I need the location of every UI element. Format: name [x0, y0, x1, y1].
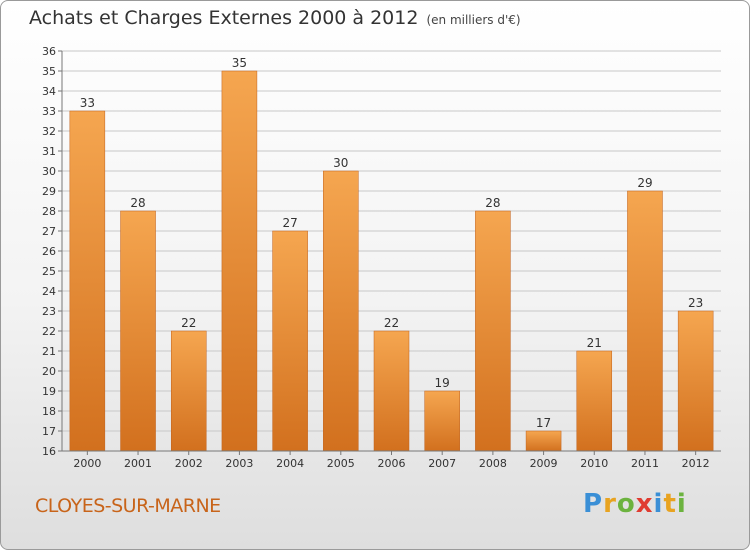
chart-subtitle: (en milliers d'€) [426, 13, 521, 27]
bar-2000 [69, 110, 106, 452]
y-tick-label: 24 [42, 285, 56, 298]
city-name: CLOYES-SUR-MARNE [35, 495, 221, 517]
y-tick-label: 17 [42, 425, 56, 438]
y-tick-label: 18 [42, 405, 56, 418]
y-tick-label: 34 [42, 85, 56, 98]
x-tick-label: 2012 [682, 457, 710, 470]
value-label: 29 [637, 176, 652, 190]
x-tick-label: 2007 [428, 457, 456, 470]
value-label: 23 [688, 296, 703, 310]
value-label: 28 [485, 196, 500, 210]
y-tick-label: 19 [42, 385, 56, 398]
y-tick-label: 30 [42, 165, 56, 178]
value-label: 22 [181, 316, 196, 330]
proxiti-logo: Proxiti [583, 489, 687, 519]
x-tick-label: 2011 [631, 457, 659, 470]
x-tick-label: 2009 [530, 457, 558, 470]
y-tick-label: 31 [42, 145, 56, 158]
x-tick-label: 2010 [580, 457, 608, 470]
value-label: 21 [587, 336, 602, 350]
y-tick-label: 36 [42, 45, 56, 58]
y-tick-label: 22 [42, 325, 56, 338]
y-tick-label: 32 [42, 125, 56, 138]
bar-2002 [170, 330, 207, 452]
bar-2008 [475, 210, 511, 452]
logo-letter: o [616, 489, 636, 519]
value-label: 17 [536, 416, 551, 430]
logo-letter: t [663, 489, 677, 519]
logo-letter: P [583, 489, 604, 519]
bar-2001 [120, 210, 156, 452]
y-tick-label: 35 [42, 65, 56, 78]
value-label: 19 [435, 376, 450, 390]
value-label: 22 [384, 316, 399, 330]
value-label: 35 [232, 56, 247, 70]
x-tick-label: 2001 [124, 457, 152, 470]
y-tick-label: 28 [42, 205, 56, 218]
x-tick-label: 2008 [479, 457, 507, 470]
bar-2003 [221, 70, 258, 452]
bar-2010 [576, 350, 613, 452]
x-tick-label: 2005 [327, 457, 355, 470]
value-label: 30 [333, 156, 348, 170]
value-label: 33 [80, 96, 95, 110]
bar-2004 [272, 230, 308, 452]
bars: 33 28 22 35 27 30 22 19 28 17 21 29 23 [69, 56, 714, 452]
logo-letter: x [635, 489, 654, 519]
chart-title-text: Achats et Charges Externes 2000 à 2012 [29, 7, 419, 29]
x-tick-label: 2002 [175, 457, 203, 470]
axes: 16 17 18 19 20 21 22 23 24 25 26 27 28 29 30 31 32 33 34 35… [42, 45, 721, 470]
value-label: 27 [282, 216, 297, 230]
bar-2007 [424, 390, 460, 452]
y-tick-label: 20 [42, 365, 56, 378]
value-label: 28 [130, 196, 145, 210]
y-tick-label: 33 [42, 105, 56, 118]
y-tick-label: 23 [42, 305, 56, 318]
logo-letter: i [653, 489, 664, 519]
y-tick-label: 16 [42, 445, 56, 458]
y-tick-label: 21 [42, 345, 56, 358]
bar-2006 [373, 330, 410, 452]
x-tick-label: 2000 [73, 457, 101, 470]
bar-2012 [677, 310, 714, 452]
x-tick-label: 2003 [225, 457, 253, 470]
bar-2011 [627, 190, 663, 452]
logo-letter: i [676, 489, 687, 519]
y-tick-label: 27 [42, 225, 56, 238]
y-tick-label: 25 [42, 265, 56, 278]
x-tick-label: 2004 [276, 457, 304, 470]
logo-letter: r [603, 489, 617, 519]
bar-2005 [323, 170, 359, 452]
chart-title: Achats et Charges Externes 2000 à 2012 (e… [29, 7, 521, 29]
y-tick-label: 29 [42, 185, 56, 198]
x-tick-label: 2006 [378, 457, 406, 470]
y-tick-label: 26 [42, 245, 56, 258]
bar-2009 [525, 430, 562, 452]
